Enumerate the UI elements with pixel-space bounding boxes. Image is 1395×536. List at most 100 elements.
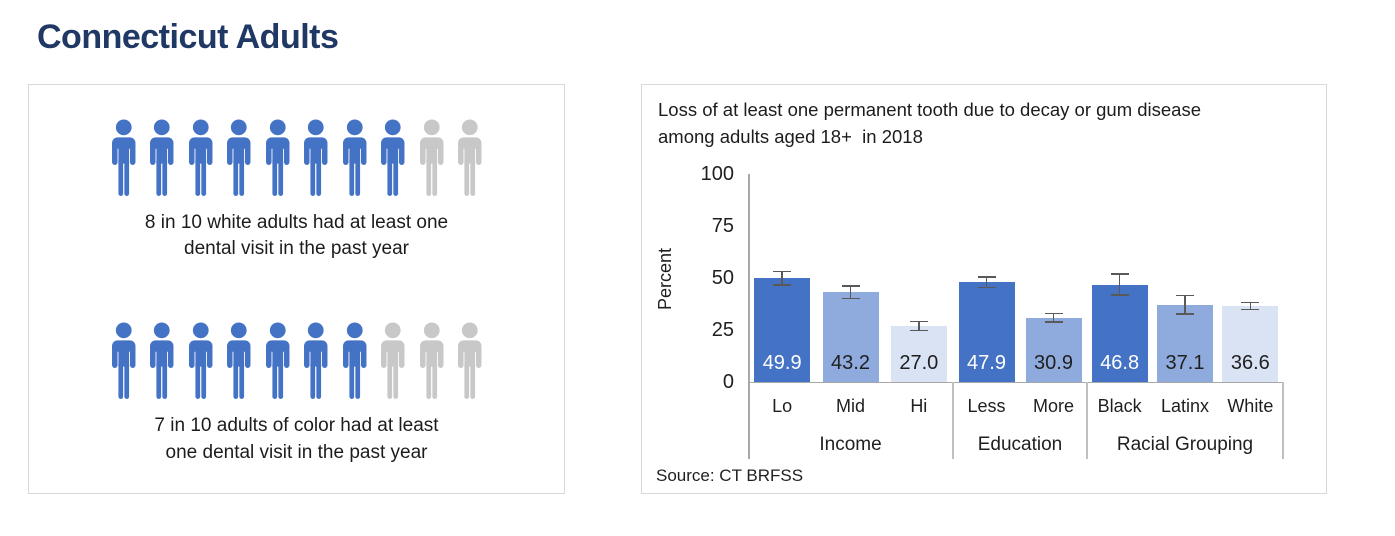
person-icon-filled: [300, 322, 332, 400]
bar-black: 46.8: [1091, 284, 1148, 382]
bar-less: 47.9: [958, 282, 1015, 382]
error-bar-cap-top: [1110, 273, 1129, 275]
x-axis-line: [748, 381, 1284, 383]
person-icon-filled: [300, 119, 332, 196]
person-icon: [304, 119, 328, 196]
person-icon-filled: [108, 322, 140, 400]
y-tick-label-50: 50: [711, 267, 734, 289]
chart-title: Loss of at least one permanent tooth due…: [658, 99, 1207, 148]
category-label-hi: Hi: [910, 396, 928, 416]
error-bar-cap-top: [977, 276, 996, 278]
error-bar-cap-top: [1241, 301, 1260, 304]
error-bar-cap-bottom: [1044, 321, 1063, 323]
plot-area: 49.9 43.2 27.0 47.9 30.9 46.8 37.1 36.6: [748, 174, 1283, 382]
person-icon: [111, 322, 135, 400]
person-icon: [188, 119, 212, 196]
y-tick-label-25: 25: [711, 319, 734, 341]
person-icon-filled: [339, 119, 371, 196]
bar-value-label: 49.9: [762, 352, 802, 374]
error-bar: [1249, 303, 1252, 309]
person-icon: [227, 322, 251, 400]
error-bar: [1184, 296, 1186, 314]
person-icon-filled: [377, 119, 409, 196]
category-label-lo: Lo: [772, 396, 793, 416]
bar-more: 30.9: [1025, 317, 1082, 382]
person-icon-filled: [223, 119, 255, 196]
pictograph-row-white-adults: 8 in 10 white adults had at least one den…: [29, 119, 564, 262]
chart-panel: Loss of at least one permanent tooth due…: [641, 84, 1327, 494]
error-bar-cap-top: [773, 270, 792, 273]
person-icon: [381, 119, 405, 196]
person-icon: [458, 322, 482, 400]
person-icon-filled: [262, 119, 294, 196]
person-icon: [265, 119, 289, 196]
bar-value-label: 36.6: [1230, 352, 1270, 374]
person-icon-empty: [416, 322, 448, 400]
category-label-latinx: Latinx: [1160, 396, 1210, 416]
category-label-white: White: [1227, 396, 1274, 416]
category-separator: [1282, 382, 1284, 459]
category-label-mid: Mid: [835, 396, 865, 416]
category-axis: Lo Mid Hi Income Less More Education Black Latin…: [748, 396, 1283, 459]
error-bar-cap-bottom: [1176, 313, 1194, 315]
error-bar-cap-bottom: [909, 329, 928, 332]
bar-hi: 27.0: [890, 325, 947, 382]
page-title: Connecticut Adults: [37, 18, 339, 56]
pictograph-panel: 8 in 10 white adults had at least one den…: [28, 84, 565, 494]
bar-latinx: 37.1: [1157, 304, 1213, 382]
group-label-income: Income: [819, 434, 882, 455]
error-bar-cap-top: [909, 320, 928, 323]
person-icon-filled: [185, 322, 217, 400]
category-label-more: More: [1032, 396, 1074, 416]
bar-value-label: 47.9: [967, 352, 1006, 374]
person-icon: [150, 322, 174, 400]
pictograph-caption: 7 in 10 adults of color had at least one …: [154, 415, 439, 463]
error-bar: [985, 277, 988, 287]
group-label-education: Education: [977, 434, 1063, 455]
error-bar: [849, 286, 852, 298]
category-separator: [952, 382, 954, 459]
error-bar-cap-top: [1176, 294, 1194, 297]
person-icon: [458, 119, 482, 196]
bar-value-label: 37.1: [1165, 352, 1205, 374]
person-icon: [342, 322, 366, 400]
pictograph-caption: 8 in 10 white adults had at least one den…: [144, 212, 449, 260]
group-label-racial-grouping: Racial Grouping: [1116, 434, 1254, 455]
pictograph-row-adults-of-color: 7 in 10 adults of color had at least one …: [29, 322, 564, 465]
person-icon: [111, 119, 135, 196]
error-bar-cap-bottom: [1241, 308, 1260, 311]
category-separator: [1086, 382, 1088, 459]
y-tick-label-75: 75: [711, 215, 734, 237]
category-label-less: Less: [967, 396, 1006, 416]
person-icon-empty: [416, 119, 448, 196]
error-bar-cap-bottom: [1110, 294, 1129, 296]
source-note: Source: CT BRFSS: [656, 466, 804, 485]
person-icon: [381, 322, 405, 400]
error-bar-cap-bottom: [841, 297, 860, 300]
person-icon-empty: [454, 119, 486, 196]
bar-value-label: 27.0: [899, 352, 939, 374]
person-icon-empty: [454, 322, 486, 400]
person-icon: [419, 119, 443, 196]
person-icon-filled: [146, 119, 178, 196]
person-icon-filled: [223, 322, 255, 400]
person-icon: [419, 322, 443, 400]
bar-mid: 43.2: [822, 292, 879, 382]
person-icon-empty: [377, 322, 409, 400]
bar-white: 36.6: [1222, 305, 1279, 382]
error-bar: [1118, 274, 1121, 295]
person-icon-filled: [146, 322, 178, 400]
person-icon: [150, 119, 174, 196]
person-icon-filled: [262, 322, 294, 400]
error-bar-cap-top: [1044, 312, 1063, 315]
y-axis-line: [748, 174, 750, 459]
y-tick-label-0: 0: [722, 371, 734, 393]
person-icon: [342, 119, 366, 196]
person-icon: [227, 119, 251, 196]
person-icons-row: [29, 119, 564, 196]
error-bar: [1052, 314, 1055, 322]
person-icon: [304, 322, 328, 400]
category-label-black: Black: [1097, 396, 1142, 416]
y-tick-label-100: 100: [700, 163, 734, 185]
